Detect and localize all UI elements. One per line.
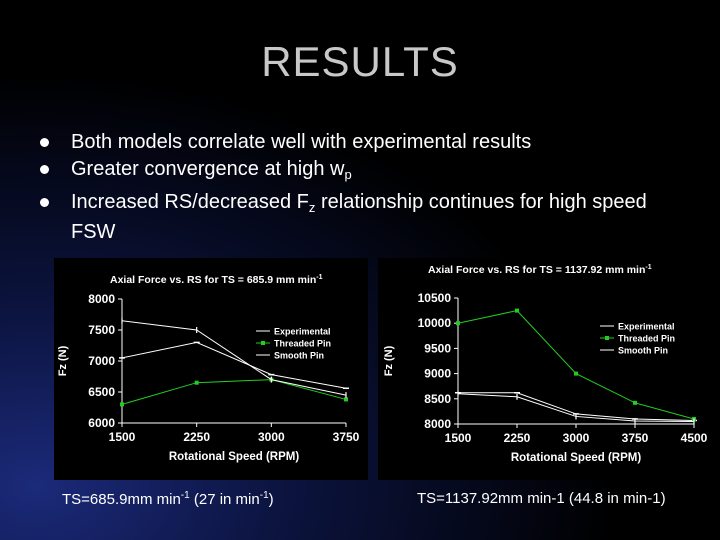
caption-left-middle: (27 in min — [189, 491, 260, 508]
y-tick-label: 7500 — [88, 323, 115, 337]
y-tick-label: 9000 — [424, 367, 451, 381]
chart-axial-force-ts-1137: Axial Force vs. RS for TS = 1137.92 mm m… — [378, 258, 708, 480]
x-tick-label: 3750 — [333, 430, 360, 444]
data-point — [120, 402, 124, 407]
y-tick-label: 10500 — [418, 291, 452, 305]
bullet-icon — [40, 165, 49, 174]
data-point — [456, 321, 460, 326]
legend-label: Experimental — [618, 322, 675, 332]
legend-label: Smooth Pin — [618, 346, 668, 356]
series-line-0 — [121, 341, 347, 389]
bullet-icon — [40, 138, 49, 147]
bullet-list: Both models correlate well with experime… — [40, 130, 680, 247]
bullet-item: Both models correlate well with experime… — [40, 130, 680, 154]
legend-label: Experimental — [274, 327, 331, 337]
bullet-text: Increased RS/decreased F — [71, 191, 309, 213]
legend-label: Smooth Pin — [274, 351, 324, 361]
chart-svg: Axial Force vs. RS for TS = 1137.92 mm m… — [383, 264, 708, 464]
caption-left-sup2: -1 — [259, 490, 269, 501]
data-point — [194, 380, 199, 385]
data-point — [574, 371, 578, 376]
data-point — [515, 308, 519, 313]
caption-left-sup1: -1 — [180, 490, 190, 501]
bullet-item: Greater convergence at high wp — [40, 157, 680, 187]
chart-axial-force-ts-685: Axial Force vs. RS for TS = 685.9 mm min… — [54, 258, 368, 480]
x-tick-label: 1500 — [445, 431, 472, 445]
y-tick-label: 6500 — [88, 385, 115, 399]
bullet-text: Greater convergence at high w — [71, 158, 345, 180]
bullet-subscript: z — [308, 200, 316, 215]
data-point — [633, 400, 637, 405]
y-tick-label: 8000 — [88, 292, 115, 306]
caption-left: TS=685.9mm min-1 (27 in min-1) — [62, 490, 274, 508]
series-line-1 — [121, 379, 347, 405]
y-tick-label: 8500 — [424, 392, 451, 406]
x-axis-label: Rotational Speed (RPM) — [169, 451, 300, 463]
legend-marker — [605, 336, 609, 340]
x-tick-label: 2250 — [183, 430, 210, 444]
bullet-subscript: p — [344, 167, 352, 182]
bullet-icon — [40, 198, 49, 207]
y-tick-label: 9500 — [424, 341, 451, 355]
y-axis-label: Fz (N) — [383, 345, 395, 376]
x-tick-label: 2250 — [504, 431, 531, 445]
x-tick-label: 3000 — [563, 431, 590, 445]
chart-title-sup: -1 — [645, 264, 651, 271]
chart-svg: Axial Force vs. RS for TS = 685.9 mm min… — [57, 274, 360, 463]
chart-title: Axial Force vs. RS for TS = 1137.92 mm m… — [428, 264, 652, 276]
caption-right: TS=1137.92mm min-1 (44.8 in min-1) — [417, 490, 666, 507]
x-tick-label: 3000 — [258, 430, 285, 444]
x-axis-label: Rotational Speed (RPM) — [511, 452, 642, 464]
x-tick-label: 3750 — [622, 431, 649, 445]
legend-label: Threaded Pin — [274, 339, 331, 349]
slide-title: RESULTS — [261, 38, 459, 85]
x-tick-label: 1500 — [109, 430, 136, 444]
chart-title: Axial Force vs. RS for TS = 685.9 mm min… — [110, 274, 323, 286]
series-line-2 — [121, 320, 347, 396]
y-tick-label: 10000 — [418, 316, 452, 330]
y-tick-label: 8000 — [424, 417, 451, 431]
y-tick-label: 6000 — [88, 416, 115, 430]
chart-title-sup: -1 — [316, 274, 322, 281]
data-point — [344, 397, 348, 402]
legend-marker — [261, 341, 265, 345]
caption-left-prefix: TS=685.9mm min — [62, 491, 181, 508]
caption-left-suffix: ) — [268, 491, 274, 508]
bullet-text-continued: relationship continues for high speed FS… — [71, 191, 647, 243]
y-tick-label: 7000 — [88, 354, 115, 368]
legend-label: Threaded Pin — [618, 334, 675, 344]
bullet-text: Both models correlate well with experime… — [71, 131, 532, 153]
y-axis-label: Fz (N) — [57, 345, 69, 376]
x-tick-label: 4500 — [681, 431, 708, 445]
bullet-item: Increased RS/decreased Fz relationship c… — [40, 190, 680, 244]
